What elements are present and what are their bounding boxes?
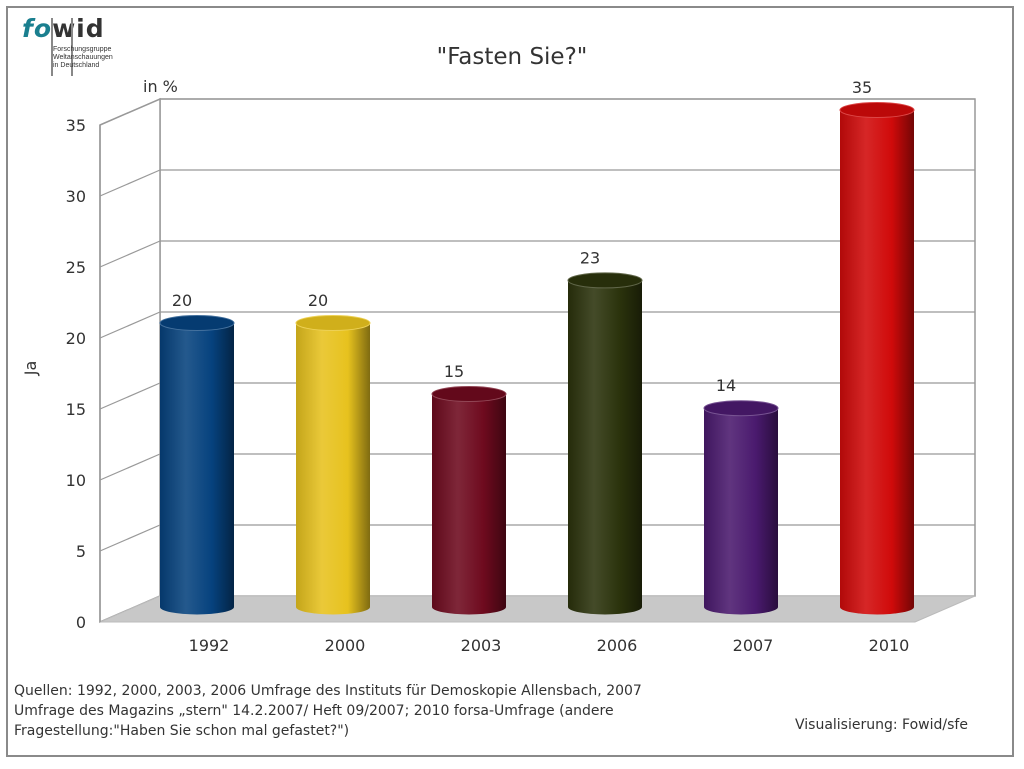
y-tick-label: 5 <box>76 542 86 561</box>
x-tick-label: 1992 <box>189 636 230 655</box>
logo-sub-line: in Deutschland <box>53 62 100 69</box>
bar <box>568 280 643 615</box>
gridline-side <box>99 98 161 126</box>
x-tick-label: 2007 <box>733 636 774 655</box>
logo-wid: wid <box>52 14 105 43</box>
x-tick-label: 2010 <box>869 636 910 655</box>
y-tick-label: 35 <box>66 116 86 135</box>
bar <box>296 323 370 615</box>
gridline-side <box>99 524 161 552</box>
chart-frame <box>6 6 1014 757</box>
bar-top <box>431 386 507 402</box>
y-axis-label: Ja <box>21 361 40 377</box>
data-label: 15 <box>444 362 464 381</box>
fowid-logo: fowid Forschungsgruppe Weltanschauungen … <box>22 14 162 84</box>
y-tick-label: 10 <box>66 471 86 490</box>
logo-subtitle: Forschungsgruppe Weltanschauungen in Deu… <box>53 46 113 70</box>
y-tick-label: 30 <box>66 187 86 206</box>
bar-top <box>295 315 371 331</box>
visualization-credit: Visualisierung: Fowid/sfe <box>795 717 968 733</box>
logo-divider <box>51 18 53 76</box>
gridline-side <box>99 169 161 197</box>
y-tick-label: 20 <box>66 329 86 348</box>
bar <box>704 408 778 615</box>
logo-wordmark: fowid <box>22 14 105 43</box>
x-tick-label: 2000 <box>325 636 366 655</box>
y-tick-label: 25 <box>66 258 86 277</box>
gridline-side <box>99 311 161 339</box>
bar <box>840 110 914 615</box>
gridline-side <box>99 453 161 481</box>
y-tick-label: 15 <box>66 400 86 419</box>
x-tick-label: 2006 <box>597 636 638 655</box>
y-tick-label: 0 <box>76 613 86 632</box>
bar-top <box>703 400 779 417</box>
chart-title: "Fasten Sie?" <box>437 44 588 70</box>
bar-top <box>567 272 643 289</box>
source-note: Quellen: 1992, 2000, 2003, 2006 Umfrage … <box>14 683 642 739</box>
x-tick-label: 2003 <box>461 636 502 655</box>
unit-label: in % <box>143 77 178 96</box>
chart-back-wall <box>159 98 976 597</box>
bar <box>432 394 506 615</box>
gridline-side <box>99 240 161 268</box>
logo-sub-line: Weltanschauungen <box>53 54 113 61</box>
data-label: 20 <box>308 291 328 310</box>
logo-sub-line: Forschungsgruppe <box>53 46 112 53</box>
gridline-side <box>99 382 161 410</box>
logo-divider <box>71 18 73 76</box>
chart-side-wall <box>99 97 161 624</box>
data-label: 14 <box>716 376 736 395</box>
data-label: 20 <box>172 291 192 310</box>
data-label: 23 <box>580 248 600 267</box>
bar-top <box>159 315 235 331</box>
data-label: 35 <box>852 78 872 97</box>
bar <box>160 323 234 615</box>
logo-fo: fo <box>22 14 53 43</box>
bar-top <box>839 102 915 118</box>
